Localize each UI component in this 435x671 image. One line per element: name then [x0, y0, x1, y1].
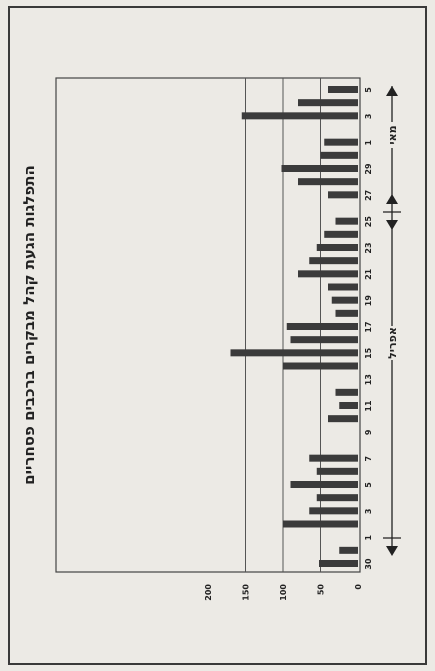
bar: [335, 388, 358, 396]
x-tick-label: 25: [364, 216, 373, 228]
arrow-icon: [386, 220, 398, 230]
chart-title: התפלגות הגעת קהל מבקרים ברכבים פסחריים: [20, 165, 38, 485]
bar: [290, 481, 358, 488]
x-tick-label: 29: [364, 163, 373, 175]
bar: [290, 336, 358, 344]
bar: [335, 217, 358, 225]
x-tick-label: 1: [364, 534, 373, 540]
x-tick-label: 19: [364, 295, 373, 307]
x-tick-label: 5: [364, 87, 373, 93]
bar: [328, 191, 358, 199]
arrow-icon: [386, 194, 398, 204]
y-tick-label: 50: [317, 584, 326, 596]
x-tick-label: 21: [364, 268, 373, 280]
x-tick-label: 3: [364, 509, 373, 515]
bar: [298, 99, 358, 107]
bar: [324, 138, 358, 146]
bar: [281, 165, 358, 172]
bar: [298, 270, 358, 278]
bar: [283, 520, 358, 528]
month-label: מאי: [386, 125, 399, 144]
x-tick-label: 11: [364, 400, 373, 412]
plot-area: [55, 77, 361, 573]
x-tick-label: 13: [364, 374, 373, 385]
x-tick-label: 15: [364, 347, 373, 359]
bar: [298, 178, 358, 186]
bar: [316, 244, 358, 251]
bar: [283, 362, 358, 370]
bar: [309, 257, 358, 265]
bar: [241, 112, 358, 120]
bar: [339, 546, 358, 554]
bar: [331, 296, 358, 304]
y-tick-label: 0: [354, 584, 363, 590]
x-tick-label: 5: [364, 482, 373, 488]
bar: [316, 467, 358, 475]
y-tick-label: 100: [279, 584, 288, 601]
bar: [328, 283, 358, 291]
bar: [320, 151, 358, 159]
bar: [328, 86, 358, 93]
y-tick-label: 200: [204, 584, 213, 601]
x-tick-label: 30: [364, 558, 373, 570]
bar: [286, 323, 358, 330]
x-tick-label: 1: [364, 139, 373, 145]
bar: [309, 454, 358, 462]
bar: [230, 349, 358, 357]
month-label-bg: [386, 122, 398, 148]
arrow-icon: [386, 86, 398, 96]
month-label-bg: [386, 326, 398, 360]
bar: [309, 507, 358, 515]
x-tick-label: 9: [364, 429, 373, 435]
bar: [335, 309, 358, 317]
x-tick-label: 3: [364, 114, 373, 120]
chart-frame: [8, 6, 427, 665]
arrow-icon: [386, 546, 398, 556]
x-tick-label: 27: [364, 190, 373, 201]
bar: [328, 415, 358, 423]
x-tick-label: 17: [364, 321, 373, 332]
x-tick-label: 7: [364, 456, 373, 462]
bar: [339, 402, 358, 409]
bar: [324, 230, 358, 238]
x-tick-label: 23: [364, 242, 373, 253]
y-tick-label: 150: [242, 584, 251, 601]
month-label: אפריל: [386, 327, 399, 359]
bar: [319, 560, 358, 567]
bar: [316, 494, 358, 502]
